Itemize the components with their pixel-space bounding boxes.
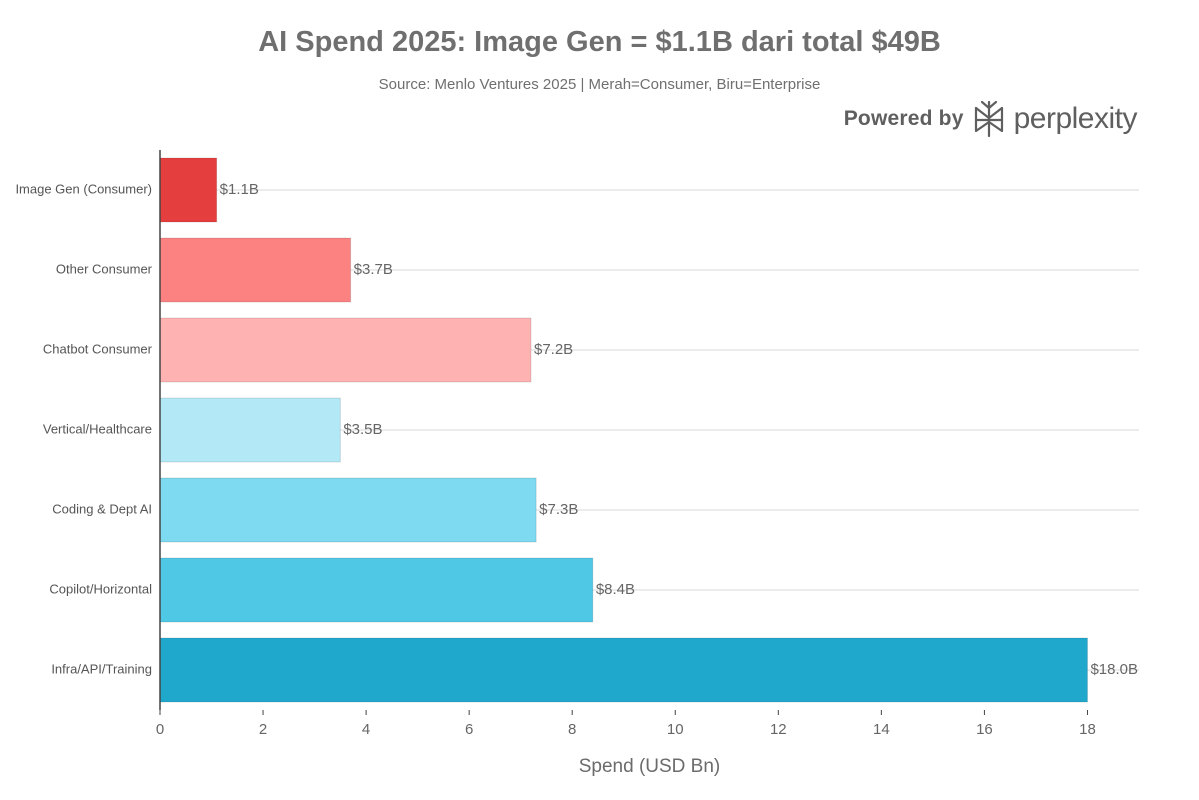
data-label: $7.3B xyxy=(539,501,578,518)
category-label: Copilot/Horizontal xyxy=(49,581,152,596)
x-tick-label: 12 xyxy=(770,721,787,738)
perplexity-logo-icon xyxy=(974,100,1003,138)
x-tick-label: 4 xyxy=(362,721,370,738)
chart-title: AI Spend 2025: Image Gen = $1.1B dari to… xyxy=(258,26,941,58)
data-label: $1.1B xyxy=(220,181,259,198)
bar xyxy=(159,477,537,543)
powered-by-label: Powered by xyxy=(843,107,964,130)
x-tick-label: 0 xyxy=(156,721,164,738)
x-tick-label: 8 xyxy=(568,721,576,738)
powered-by-badge: Powered by perplexity xyxy=(843,100,1138,138)
perplexity-wordmark: perplexity xyxy=(1013,102,1138,135)
data-label: $3.5B xyxy=(343,421,382,438)
x-tick-label: 14 xyxy=(873,721,890,738)
bar xyxy=(159,237,352,303)
category-label: Image Gen (Consumer) xyxy=(15,181,152,196)
x-axis-title: Spend (USD Bn) xyxy=(579,756,721,777)
bar xyxy=(159,397,341,463)
x-tick-label: 6 xyxy=(465,721,473,738)
x-tick-label: 2 xyxy=(259,721,267,738)
category-label: Vertical/Healthcare xyxy=(43,421,152,436)
category-label: Chatbot Consumer xyxy=(43,341,153,356)
data-label: $8.4B xyxy=(596,581,635,598)
category-label: Infra/API/Training xyxy=(51,661,152,676)
bar xyxy=(159,557,594,623)
data-label: $3.7B xyxy=(354,261,393,278)
x-tick-label: 18 xyxy=(1079,721,1096,738)
data-label: $18.0B xyxy=(1090,661,1138,678)
bar xyxy=(159,637,1088,703)
bar xyxy=(159,157,218,223)
bar xyxy=(159,317,532,383)
x-tick-label: 10 xyxy=(667,721,684,738)
category-label: Other Consumer xyxy=(56,261,153,276)
category-label: Coding & Dept AI xyxy=(52,501,152,516)
data-label: $7.2B xyxy=(534,341,573,358)
chart-subtitle: Source: Menlo Ventures 2025 | Merah=Cons… xyxy=(378,76,821,93)
x-tick-label: 16 xyxy=(976,721,993,738)
